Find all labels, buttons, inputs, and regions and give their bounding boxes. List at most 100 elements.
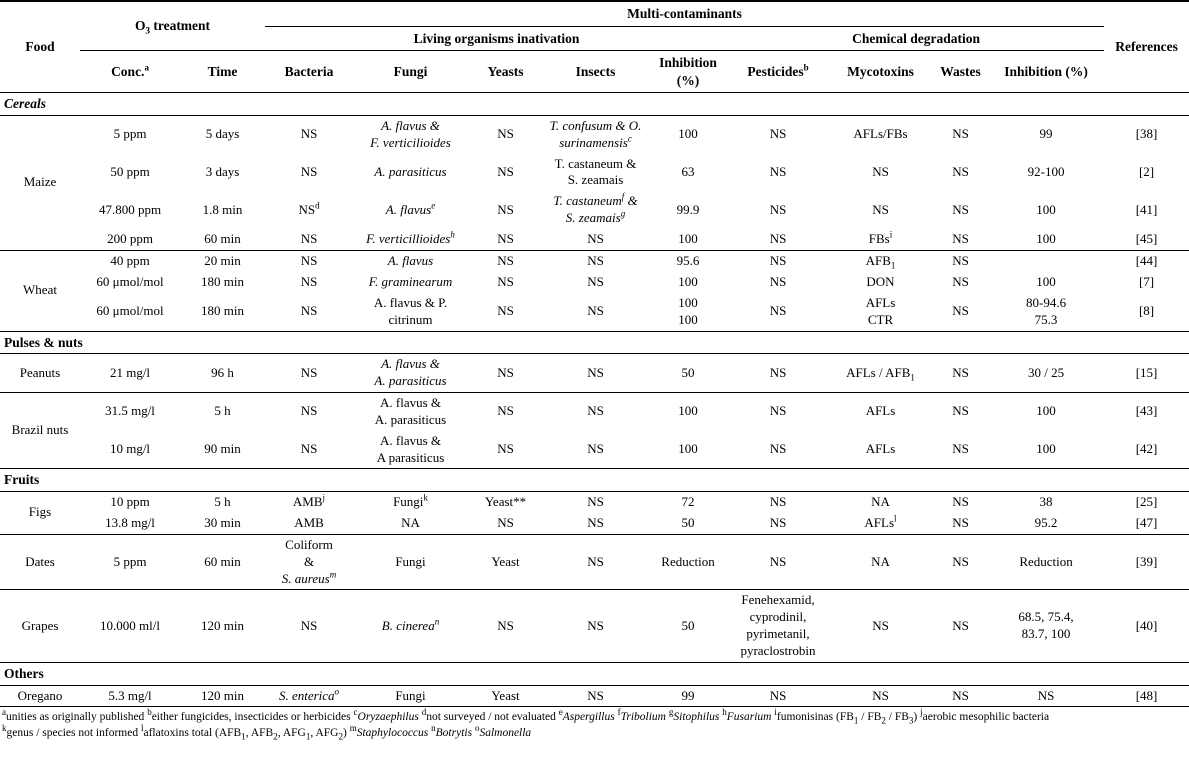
table-cell: [48] bbox=[1104, 685, 1189, 708]
table-cell: NS bbox=[300, 273, 318, 289]
table-cell: A. flavus & A. parasiticus bbox=[353, 391, 468, 431]
table-cell: AFB1 bbox=[828, 249, 933, 272]
table-cell: NS bbox=[769, 493, 787, 509]
table-cell: AFLsl bbox=[864, 513, 897, 530]
col-header-references: References bbox=[1115, 39, 1178, 55]
table-cell: NS bbox=[933, 249, 988, 272]
food-cell: Oregano bbox=[0, 685, 80, 708]
table-cell: NS bbox=[872, 201, 889, 217]
table-row: 60 μmol/mol 180 min NS A. flavus & P. citrin… bbox=[0, 293, 1189, 331]
table-cell: AFLs CTR bbox=[865, 294, 896, 327]
table-cell: NS bbox=[300, 364, 318, 380]
table-cell: 100 bbox=[1036, 441, 1056, 457]
col-header-bacteria: Bacteria bbox=[284, 63, 334, 79]
section-header: Cereals bbox=[0, 92, 1189, 116]
table-cell: NS bbox=[828, 685, 933, 708]
table-cell: NS bbox=[952, 493, 969, 509]
table-cell: 5 h bbox=[214, 493, 231, 509]
table-cell: 72 bbox=[681, 493, 695, 509]
table-cell: AFLs/FBs bbox=[853, 126, 908, 142]
table-cell: NS bbox=[587, 493, 604, 509]
table-cell: 38 bbox=[1039, 493, 1053, 509]
table-header: Food O3 treatment Multi-contaminants Ref… bbox=[0, 1, 1189, 93]
table-cell: A. flavus & P. citrinum bbox=[373, 294, 448, 327]
table-cell: NS bbox=[497, 364, 514, 380]
table-cell: 60 min bbox=[180, 533, 265, 590]
col-header-yeasts: Yeasts bbox=[487, 63, 524, 79]
table-cell: DON bbox=[866, 273, 895, 289]
table-cell: 100 bbox=[648, 391, 728, 431]
table-cell: NS bbox=[952, 441, 969, 457]
food-cell: Wheat bbox=[0, 249, 80, 332]
table-cell: NS bbox=[933, 589, 988, 663]
table-cell: Fenehexamid, cyprodinil, pyrimetanil, pyrac… bbox=[728, 589, 828, 663]
table-cell: NS bbox=[952, 273, 969, 289]
table-cell: 47.800 ppm bbox=[98, 201, 162, 217]
section-row: Pulses & nuts bbox=[0, 330, 1189, 355]
table-row: Oregano 5.3 mg/l 120 min S. entericao Fungi Y… bbox=[0, 685, 1189, 708]
table-cell: T. castaneumf & S. zeamaisg bbox=[553, 191, 638, 226]
table-cell: NS bbox=[300, 303, 318, 319]
table-cell: 100 bbox=[678, 231, 698, 247]
table-cell: 5 h bbox=[180, 391, 265, 431]
table-cell: NS bbox=[933, 685, 988, 708]
table-cell: NS bbox=[988, 685, 1105, 708]
table-cell: NS bbox=[587, 364, 604, 380]
table-cell: NS bbox=[587, 273, 604, 289]
food-cell: Brazil nuts bbox=[0, 391, 80, 469]
table-cell: 100 bbox=[1036, 273, 1056, 289]
table-cell: NS bbox=[872, 163, 889, 179]
table-cell: NS bbox=[769, 441, 787, 457]
table-cell: Fungik bbox=[393, 492, 428, 509]
table-cell: Coliform & S. aureusm bbox=[265, 533, 353, 590]
table-cell: 120 min bbox=[180, 685, 265, 708]
table-cell: 99 bbox=[1039, 126, 1053, 142]
table-cell: Yeast** bbox=[484, 493, 527, 509]
table-cell: NS bbox=[265, 249, 353, 272]
table-cell: T. confusum & O. surinamensisc bbox=[549, 117, 642, 150]
table-cell: NS bbox=[728, 685, 828, 708]
table-cell: 21 mg/l bbox=[109, 364, 151, 380]
col-header-food: Food bbox=[25, 39, 55, 55]
table-cell: 30 min bbox=[204, 514, 241, 530]
table-cell: NS bbox=[769, 126, 787, 142]
table-cell: AMBj bbox=[292, 492, 326, 509]
table-cell: NS bbox=[952, 364, 969, 380]
table-cell: 60 min bbox=[204, 231, 241, 247]
col-header-chemical-degradation: Chemical degradation bbox=[728, 26, 1105, 52]
food-cell: Figs bbox=[28, 504, 52, 520]
table-row: 10 mg/l 90 min NS A. flavus & A parasiticus N… bbox=[0, 431, 1189, 469]
table-row: 60 μmol/mol 180 min NS F. graminearum NS NS 10… bbox=[0, 272, 1189, 293]
table-cell: NS bbox=[543, 589, 648, 663]
table-cell: 30 / 25 bbox=[1027, 364, 1065, 380]
table-cell: NS bbox=[497, 231, 514, 247]
table-cell: 180 min bbox=[201, 273, 244, 289]
footnotes: aunities as originally published beither… bbox=[0, 707, 1189, 741]
table-row: Grapes 10.000 ml/l 120 min NS B. cinerean NS N… bbox=[0, 589, 1189, 663]
table-cell: NS bbox=[952, 126, 969, 142]
table-cell: [2] bbox=[1138, 163, 1155, 179]
table-cell: 68.5, 75.4, 83.7, 100 bbox=[988, 589, 1105, 663]
table-cell: 100 100 bbox=[678, 294, 698, 327]
table-cell: Yeast bbox=[468, 533, 543, 590]
table-cell: 96 h bbox=[211, 364, 234, 380]
table-cell: 100 bbox=[1036, 231, 1056, 247]
table-cell: NS bbox=[543, 249, 648, 272]
table-cell: NS bbox=[952, 231, 969, 247]
table-cell: NS bbox=[587, 441, 604, 457]
table-cell: 100 bbox=[678, 126, 698, 142]
table-cell: A. flavus & F. verticilioides bbox=[370, 117, 451, 150]
table-body: Cereals Maize 5 ppm 5 days NS A. flavus & F. v… bbox=[0, 92, 1189, 708]
table-cell: NS bbox=[265, 391, 353, 431]
col-header-wastes: Wastes bbox=[940, 63, 981, 79]
table-cell: 200 ppm bbox=[107, 231, 153, 247]
table-cell: NA bbox=[871, 493, 890, 509]
table-cell: NS bbox=[933, 533, 988, 590]
table-cell: B. cinerean bbox=[353, 589, 468, 663]
section-header: Others bbox=[0, 661, 1189, 686]
table-cell: 10 ppm bbox=[110, 493, 150, 509]
table-cell: [40] bbox=[1104, 589, 1189, 663]
table-cell: NS bbox=[497, 201, 514, 217]
table-cell: T. castaneum & S. zeamais bbox=[554, 155, 637, 188]
table-cell: NS bbox=[543, 533, 648, 590]
